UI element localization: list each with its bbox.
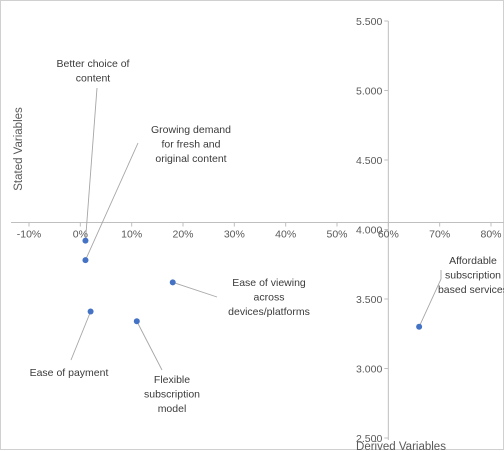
y-tick-label: 4.000 <box>356 225 382 237</box>
y-tick-label: 5.500 <box>356 16 382 28</box>
point-label: Better choice of content <box>57 58 130 85</box>
axes-layer: -10% 0% 10% 20% 30% 40% 50% 60% 70% 80% 2.500 3.000… <box>11 16 504 445</box>
point-label-line: Ease of payment <box>30 367 109 379</box>
x-tick-label: 40% <box>275 229 296 241</box>
point-label: Growing demand for fresh and original cont… <box>151 124 231 165</box>
point-label-line: subscription <box>144 389 200 401</box>
point-label: Affordable subscription based services <box>438 255 504 296</box>
x-tick-label: 20% <box>172 229 193 241</box>
data-point <box>133 318 140 325</box>
x-tick-label: 70% <box>429 229 450 241</box>
y-tick-label: 3.000 <box>356 364 382 376</box>
y-tick-label: 5.000 <box>356 86 382 98</box>
data-points <box>82 237 423 330</box>
x-tick-label: 30% <box>224 229 245 241</box>
point-label-line: original content <box>155 153 226 165</box>
x-tick-label: -10% <box>17 229 42 241</box>
x-tick-label: 80% <box>480 229 501 241</box>
point-label-line: Flexible <box>154 374 190 386</box>
point-label-line: Better choice of <box>57 58 130 70</box>
data-point <box>416 323 423 330</box>
y-tick-label: 4.500 <box>356 155 382 167</box>
x-axis-title: Derived Variables <box>356 441 446 451</box>
point-label-line: subscription <box>445 270 501 282</box>
data-point <box>169 279 176 286</box>
point-label: Ease of viewing across devices/platforms <box>228 277 310 318</box>
point-label-line: content <box>76 73 111 85</box>
point-labels: Better choice of content Growing demand for… <box>30 58 504 415</box>
x-tick-label: 0% <box>73 229 88 241</box>
x-tick-label: 50% <box>326 229 347 241</box>
x-tick-label: 60% <box>378 229 399 241</box>
data-point <box>87 308 94 315</box>
point-label-line: Ease of viewing <box>232 277 306 289</box>
data-point <box>82 257 89 264</box>
y-tick-label: 2.500 <box>356 433 382 445</box>
point-label-line: model <box>158 403 187 415</box>
leader-line <box>85 142 139 261</box>
leader-lines <box>70 87 442 371</box>
point-label-line: based services <box>438 284 504 296</box>
leader-line <box>85 87 98 241</box>
point-label-line: for fresh and <box>162 139 221 151</box>
x-tick-label: 10% <box>121 229 142 241</box>
point-label-line: devices/platforms <box>228 306 310 318</box>
point-label-line: across <box>254 292 285 304</box>
data-point <box>82 237 89 244</box>
leader-line <box>70 311 92 361</box>
point-label-line: Affordable <box>449 255 497 267</box>
point-label: Ease of payment <box>30 367 109 379</box>
point-label: Flexible subscription model <box>144 374 200 415</box>
y-tick-label: 3.500 <box>356 294 382 306</box>
leader-line <box>136 321 163 371</box>
point-label-line: Growing demand <box>151 124 231 136</box>
leader-line <box>172 281 218 298</box>
y-axis-title: Stated Variables <box>13 107 25 191</box>
leader-line <box>418 270 442 327</box>
